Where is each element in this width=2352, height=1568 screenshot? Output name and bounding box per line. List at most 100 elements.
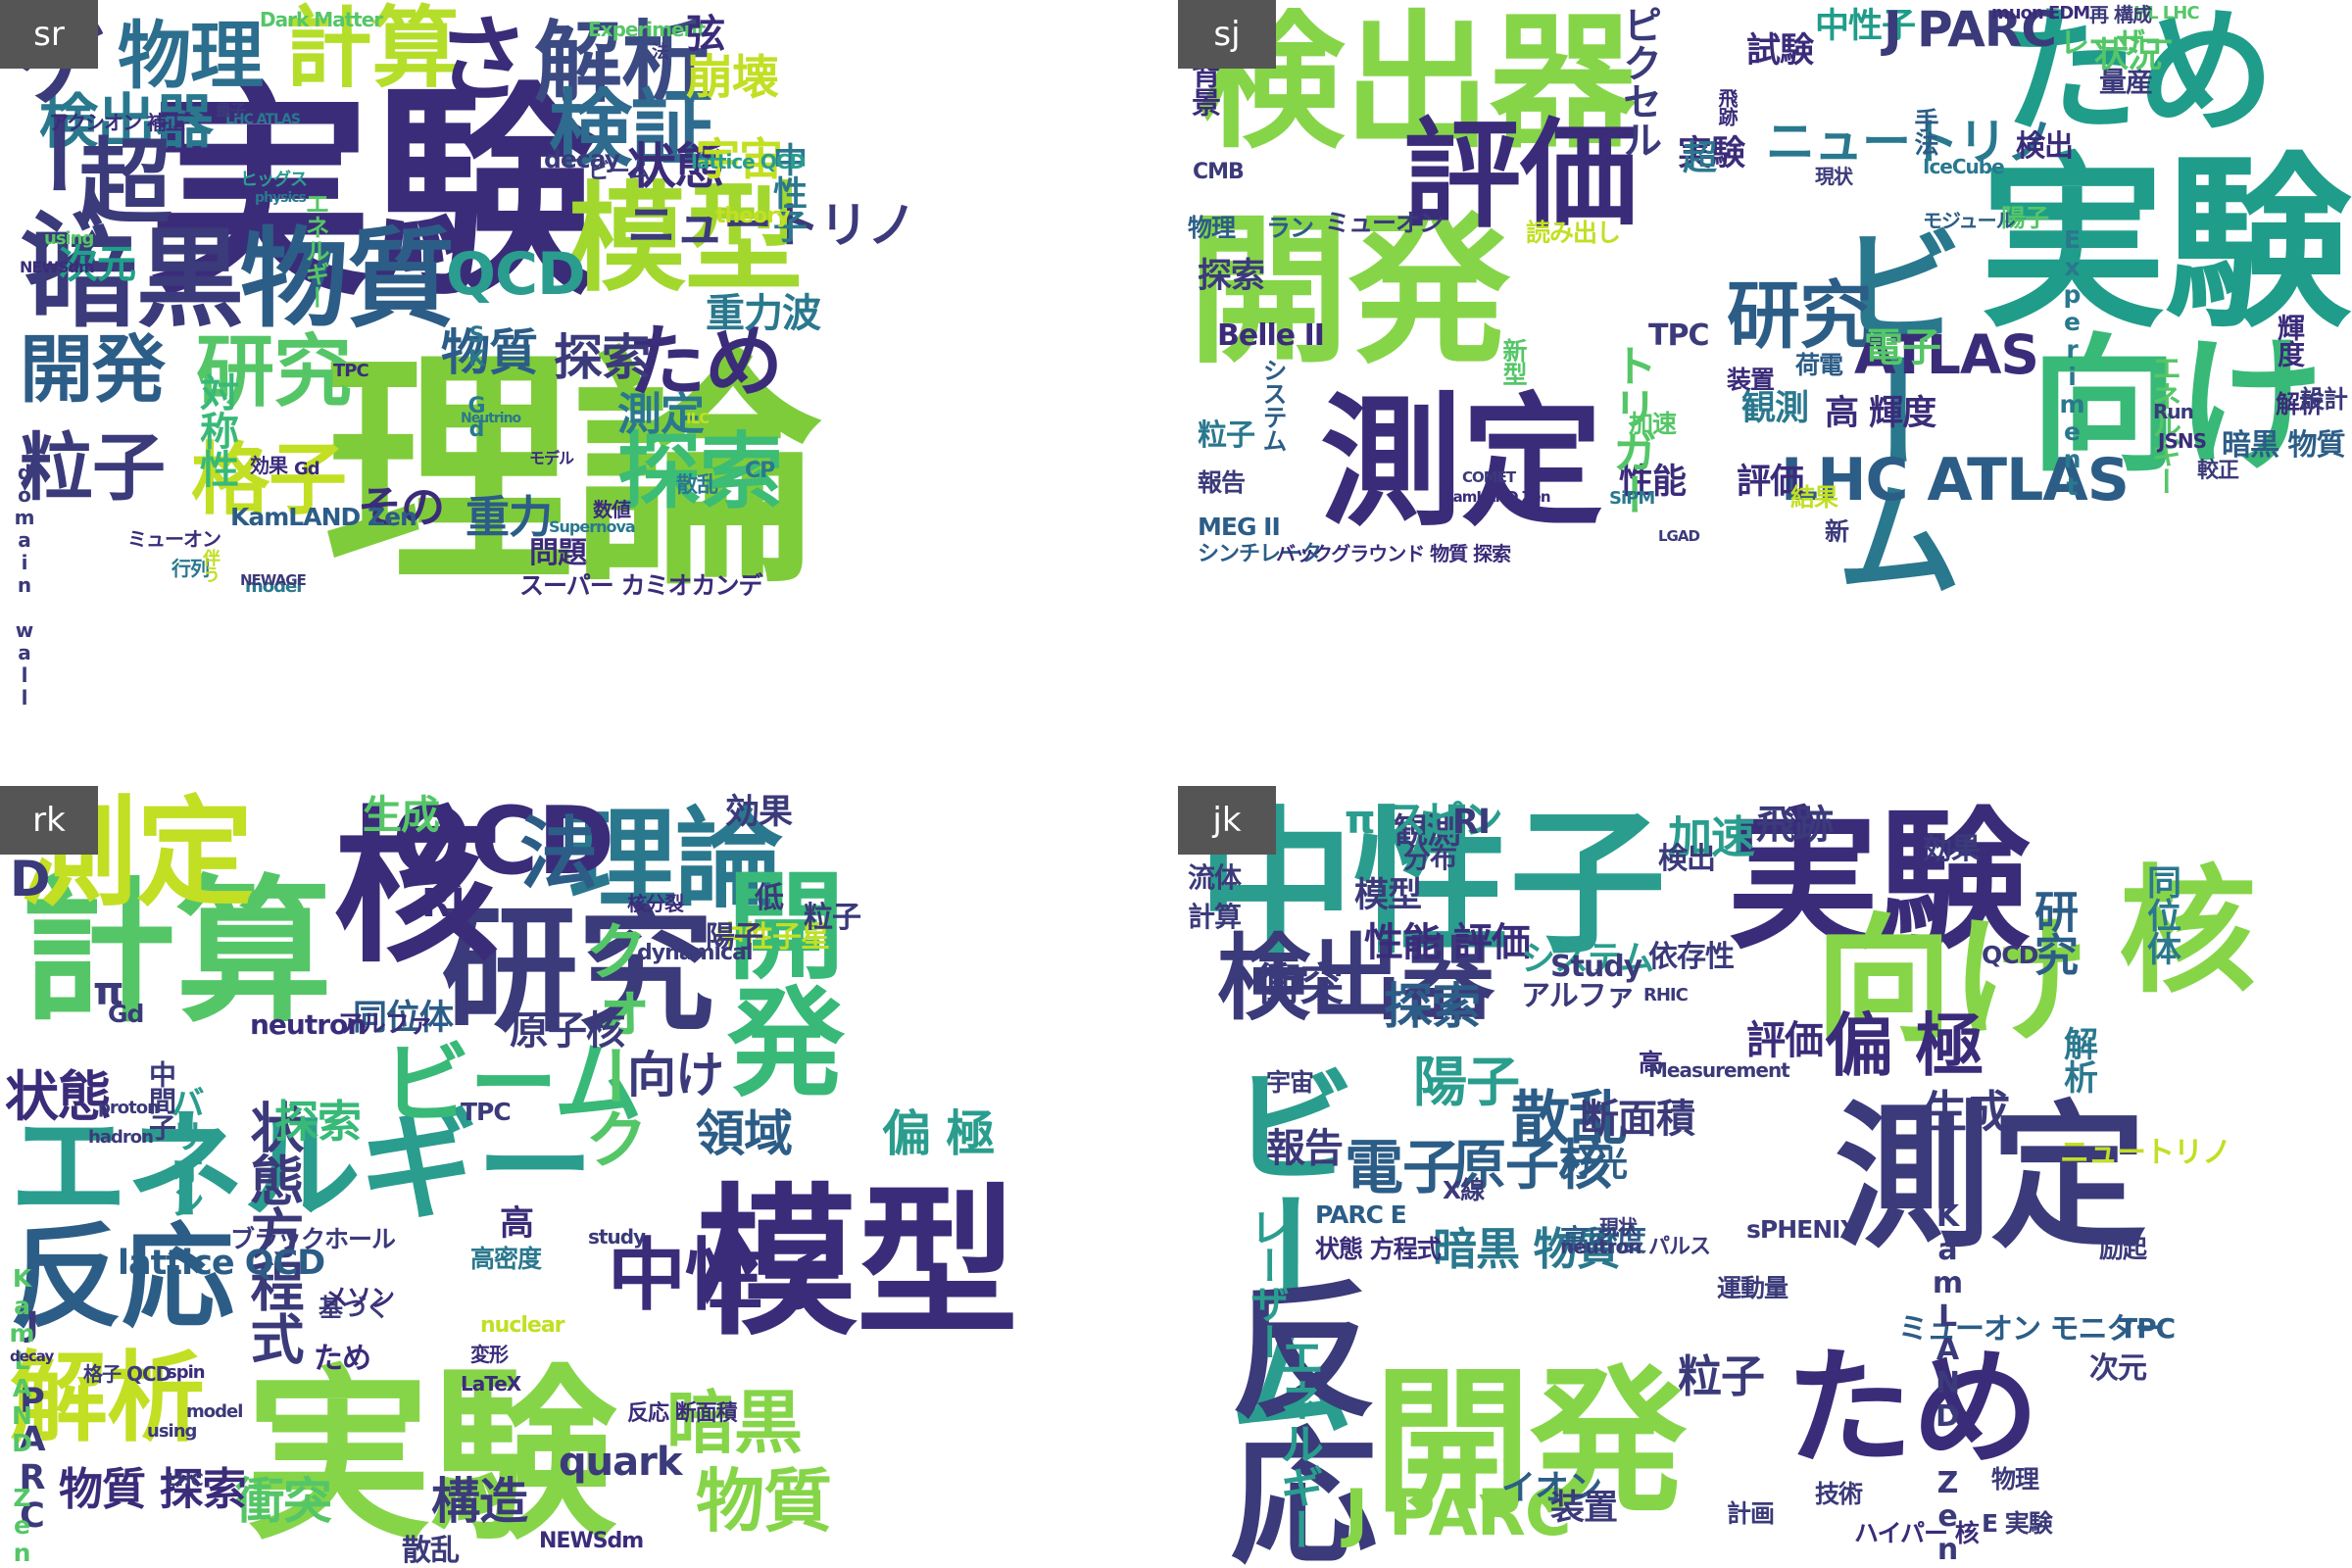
word-sj-29: 状況: [2094, 36, 2162, 75]
word-jk-47: neutron: [1560, 1235, 1642, 1258]
word-sr-9: 開発: [20, 326, 166, 413]
word-sr-54: using: [44, 228, 94, 249]
word-sr-38: lattice QCD: [691, 150, 806, 173]
word-rk-48: D: [10, 851, 51, 907]
word-jk-69: 励起: [2099, 1235, 2147, 1263]
word-rk-11: 反応: [10, 1212, 234, 1344]
word-sr-50: theory: [715, 204, 790, 228]
word-sr-62: CP: [745, 459, 775, 483]
word-sj-12: ニュートリノ: [1766, 114, 2055, 171]
word-sj-46: 暗黒 物質: [2222, 428, 2345, 463]
word-sr-43: ヒッグス: [240, 170, 308, 190]
word-rk-49: RI: [421, 881, 466, 926]
word-jk-38: システム: [1521, 940, 1654, 979]
word-jk-39: アルファ: [1521, 979, 1636, 1013]
word-rk-21: 原子核: [510, 1008, 625, 1054]
word-sr-63: Gd: [294, 459, 320, 479]
word-sr-27: 重力: [466, 491, 553, 543]
word-jk-58: TPC: [2119, 1312, 2176, 1345]
word-jk-40: 報告: [1266, 1126, 1344, 1171]
word-sr-13: 探索: [617, 424, 783, 521]
word-sj-34: ピクセル: [1616, 5, 1661, 158]
word-sr-2: 暗黒: [29, 217, 244, 342]
word-sr-39: LHC ATLAS: [225, 112, 301, 127]
word-sr-26: 対称性: [193, 372, 238, 487]
word-sr-0: 実験: [147, 65, 597, 326]
word-rk-13: 中性子: [608, 1230, 841, 1321]
word-sj-63: HL LHC: [2133, 3, 2200, 24]
word-sj-58: SiPM: [1609, 488, 1655, 509]
word-sr-57: 弦: [686, 12, 725, 57]
word-sr-8: 検証: [549, 81, 714, 178]
word-jk-51: 物理: [1991, 1465, 2039, 1494]
word-sj-54: JSNS: [2158, 429, 2207, 453]
word-jk-49: X線: [1443, 1176, 1485, 1204]
word-rk-26: 領域: [696, 1105, 793, 1162]
word-sr-37: Experiment: [588, 18, 706, 41]
word-rk-65: 変形: [470, 1343, 509, 1366]
word-sr-40: domain wall: [13, 461, 36, 709]
word-jk-16: 暗黒 物質: [1433, 1223, 1621, 1275]
word-sr-46: TPC: [333, 361, 369, 381]
word-sj-41: 報告: [1198, 468, 1246, 497]
wordcloud-panel-sr: sr 実験 理論 暗黒 物質 物理 計算 模型 解析 検証 開発 粒子 格子 研究 探索 ため QCD 検出器超…: [0, 0, 1174, 782]
word-sr-11: 格子: [191, 434, 347, 525]
word-rk-47: Gd: [108, 1000, 144, 1028]
word-rk-64: 格子 QCD: [83, 1362, 172, 1386]
word-sj-48: CMB: [1193, 160, 1245, 184]
word-rk-8: QCD: [392, 788, 614, 896]
word-sj-53: Run: [2153, 400, 2194, 423]
word-jk-54: 高: [1639, 1049, 1663, 1077]
word-jk-6: 向け: [1815, 902, 2088, 1061]
word-jk-18: 衝突: [1256, 958, 1344, 1010]
word-rk-25: 物質 探索: [59, 1463, 247, 1515]
word-jk-60: ミューオン モニター: [1898, 1312, 2164, 1347]
word-sr-52: Dark Matter: [260, 8, 383, 31]
word-sr-44: アクシオン 補正: [49, 111, 185, 134]
word-jk-68: 技術: [1815, 1480, 1863, 1508]
word-jk-35: 計算: [1188, 901, 1242, 933]
word-jk-71: RHIC: [1643, 985, 1689, 1005]
word-jk-59: ニュートリノ: [2060, 1136, 2231, 1170]
word-sj-62: muon EDM: [1991, 3, 2090, 24]
word-jk-70: QCD: [1982, 941, 2038, 969]
word-jk-8: 反応: [1205, 1274, 1376, 1566]
word-jk-63: 効果: [1923, 832, 1981, 866]
word-sj-5: ため: [2001, 0, 2275, 153]
word-sj-55: 較正: [2197, 459, 2239, 483]
word-sj-27: レーザー: [2060, 26, 2174, 61]
word-rk-36: J PARC: [13, 1305, 52, 1535]
word-rk-27: 向け: [627, 1047, 724, 1103]
word-jk-3: 測定: [1835, 1086, 2147, 1269]
word-sj-45: エネルギー: [2146, 353, 2180, 495]
word-sj-43: シンチレータ: [1198, 542, 1322, 566]
word-sj-68: 飛跡: [1715, 88, 1739, 125]
word-sj-42: MEG II: [1198, 513, 1281, 541]
word-sj-64: 再 構成: [2089, 3, 2152, 26]
word-sj-65: IceCube: [1923, 155, 2005, 178]
word-sj-8: 研究: [1727, 272, 1873, 359]
word-sr-53: Supernova: [549, 517, 636, 536]
word-rk-54: hadron: [88, 1127, 154, 1148]
word-jk-23: 生成: [1923, 1086, 2010, 1138]
word-rk-46: KamLAND Zen: [8, 1264, 36, 1566]
word-sj-36: 新型: [1499, 338, 1528, 385]
word-rk-60: 陽子: [706, 920, 763, 955]
word-jk-31: 検出: [1658, 842, 1716, 876]
panel-tag: sj: [1178, 0, 1276, 69]
word-jk-13: 原子核: [1452, 1134, 1612, 1197]
word-sr-56: physics: [255, 190, 307, 206]
word-sr-64: NEWAGE: [240, 571, 307, 589]
word-sj-50: 解析: [2276, 390, 2324, 418]
word-sj-44: バックグラウンド 物質 探索: [1276, 542, 1511, 565]
word-jk-66: パルス: [1648, 1235, 1711, 1259]
word-sr-15: QCD: [446, 240, 586, 309]
word-rk-44: NEWSdm: [539, 1529, 644, 1553]
word-rk-18: 状態方程式: [241, 1100, 304, 1364]
word-sj-18: 性能: [1619, 463, 1687, 502]
word-sr-17: 超: [78, 129, 172, 237]
word-sj-56: 結果: [1790, 483, 1838, 512]
word-rk-32: 粒子: [804, 901, 861, 935]
word-jk-25: 評価: [1746, 1018, 1824, 1063]
word-sj-4: 評価: [1403, 108, 1638, 244]
